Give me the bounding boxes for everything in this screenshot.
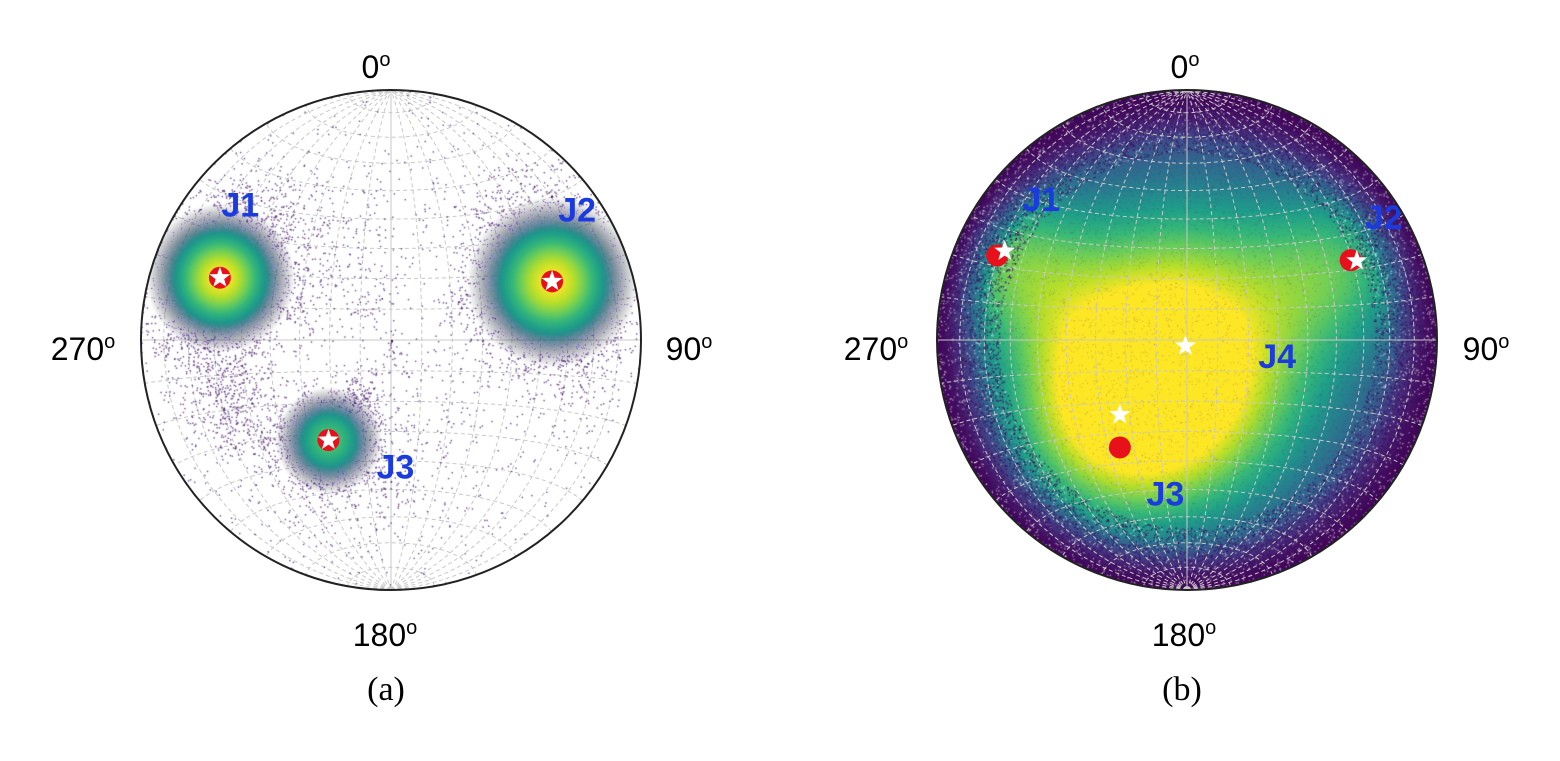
- set-label-j3: J3: [377, 449, 415, 487]
- stereonet-a-primitive-circle: [140, 89, 642, 591]
- true-pole-star-j1: [209, 266, 231, 287]
- set-label-j2: J2: [1365, 199, 1403, 237]
- azimuth-label-b-south: 180o: [1152, 617, 1217, 653]
- true-pole-star-j4: [1174, 335, 1196, 355]
- azimuth-label-b-east: 90o: [1463, 331, 1510, 367]
- set-label-j4: J4: [1258, 338, 1296, 376]
- true-pole-star-j2: [1346, 249, 1368, 270]
- set-label-j2: J2: [558, 192, 596, 230]
- set-label-j1: J1: [1022, 181, 1060, 219]
- true-pole-star-j3: [318, 429, 339, 449]
- stereonet-panel-b: J1 J2 J3 J4 0o 90o 180o 270o (b): [844, 49, 1510, 708]
- panel-label-a: (a): [367, 671, 405, 708]
- stereonet-b-grid: [937, 90, 1437, 590]
- stereonet-a-markers: [208, 266, 564, 452]
- stereonet-panel-a: J1 J2 J3 0o 90o 180o 270o (a): [51, 49, 713, 708]
- panel-label-b: (b): [1162, 671, 1202, 708]
- set-label-j1: J1: [221, 186, 259, 224]
- azimuth-label-a-east: 90o: [666, 331, 713, 367]
- azimuth-label-b-west: 270o: [844, 331, 909, 367]
- true-pole-star-j2: [541, 270, 563, 291]
- stereonet-b-primitive-circle: [936, 89, 1438, 591]
- azimuth-label-a-south: 180o: [353, 617, 418, 653]
- stereonet-b-set-labels: J1 J2 J3 J4: [1022, 181, 1402, 513]
- grid-great-circle: [1186, 90, 1415, 590]
- mean-pole-marker-j3: [1108, 436, 1131, 459]
- azimuth-label-a-west: 270o: [51, 331, 116, 367]
- azimuth-label-a-north: 0o: [362, 49, 391, 85]
- azimuth-label-b-north: 0o: [1171, 49, 1200, 85]
- true-pole-star-j1: [994, 240, 1016, 260]
- set-label-j3: J3: [1147, 475, 1185, 513]
- stereonet-b-markers: [986, 240, 1368, 459]
- stereonet-a-set-labels: J1 J2 J3: [221, 186, 596, 486]
- true-pole-star-j3: [1109, 403, 1131, 424]
